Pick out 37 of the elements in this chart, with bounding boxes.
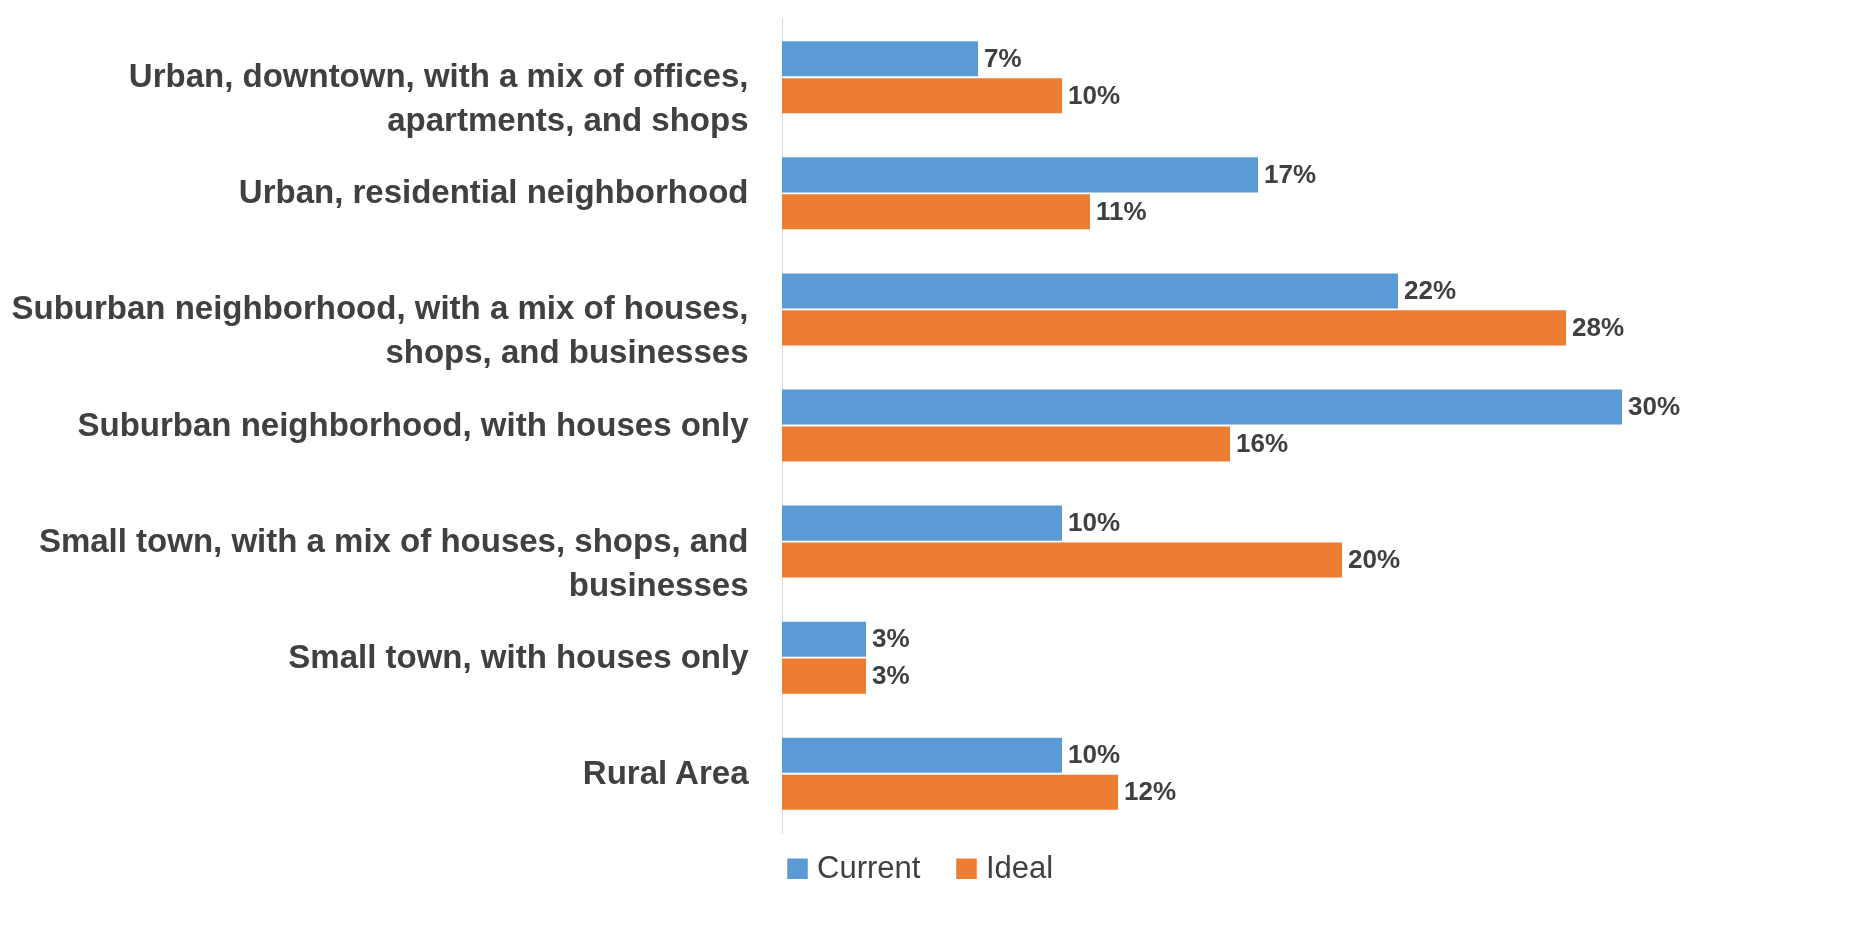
bar [782, 737, 1062, 773]
data-label: 10% [1068, 739, 1121, 770]
data-label: 30% [1628, 391, 1681, 422]
data-label: 10% [1068, 79, 1121, 110]
data-label: 7% [984, 42, 1022, 73]
y-tick-label: Small town, with houses only [288, 637, 750, 675]
y-tick-label: Rural Area [582, 753, 750, 791]
bar [782, 389, 1622, 425]
legend-label: Current [817, 849, 921, 885]
bar [782, 310, 1566, 346]
data-label: 17% [1264, 158, 1317, 189]
y-tick-label: Urban, downtown, with a mix of offices, apartments, and shops [128, 57, 749, 139]
bar [782, 542, 1342, 578]
bar [782, 194, 1090, 230]
data-label: 11% [1096, 195, 1147, 226]
data-label: 3% [872, 660, 910, 691]
data-label: 10% [1068, 507, 1121, 538]
bar [782, 658, 866, 694]
data-label: 12% [1124, 776, 1177, 807]
y-tick-label: Suburban neighborhood, with houses only [77, 405, 750, 443]
data-label: 28% [1572, 311, 1625, 342]
data-label: 16% [1236, 427, 1289, 458]
bar [782, 621, 866, 657]
data-label: 3% [872, 623, 910, 654]
data-label: 22% [1404, 274, 1457, 305]
bar [782, 41, 978, 77]
bar [782, 774, 1118, 810]
bar [782, 505, 1062, 541]
legend-label: Ideal [986, 849, 1054, 885]
bar [782, 426, 1230, 462]
bar [782, 157, 1258, 193]
y-tick-label: Suburban neighborhood, with a mix of houses, shops, and businesses [11, 289, 749, 371]
bar [782, 78, 1062, 114]
bar [782, 273, 1398, 309]
y-tick-label: Urban, residential neighborhood [238, 173, 749, 211]
y-tick-label: Small town, with a mix of houses, shops, and businesses [38, 521, 749, 603]
data-label: 20% [1348, 544, 1401, 575]
